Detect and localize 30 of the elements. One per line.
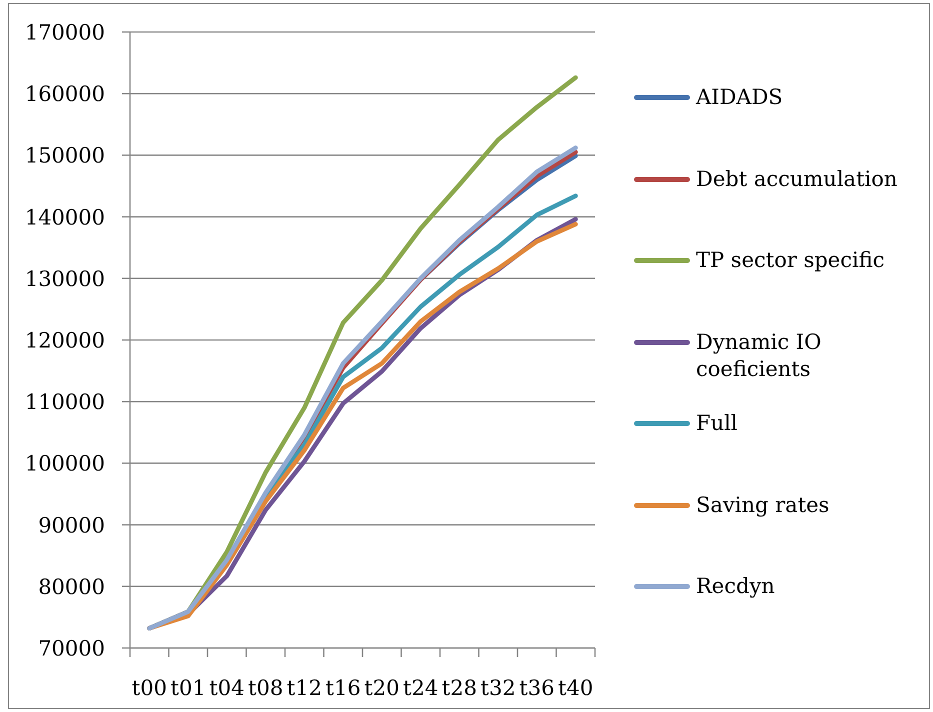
legend-label: Debt accumulation xyxy=(696,166,898,192)
legend-label: AIDADS xyxy=(696,84,784,111)
x-tick-label: t01 xyxy=(170,676,206,700)
x-tick-label: t04 xyxy=(209,676,244,700)
legend-label: Saving rates xyxy=(696,492,830,518)
y-tick-label: 150000 xyxy=(24,144,105,168)
x-tick-label: t20 xyxy=(364,676,400,700)
y-tick-label: 160000 xyxy=(24,82,105,106)
x-tick-label: t28 xyxy=(442,676,477,700)
legend-label: TP sector specific xyxy=(696,247,886,274)
y-tick-label: 140000 xyxy=(24,205,105,230)
y-tick-label: 90000 xyxy=(38,513,105,538)
x-tick-label: t24 xyxy=(403,676,438,700)
y-tick-label: 100000 xyxy=(24,452,105,476)
legend-label: Dynamic IO coeficients xyxy=(696,328,822,382)
y-tick-label: 120000 xyxy=(24,328,105,352)
y-tick-label: 70000 xyxy=(38,636,105,660)
legend-label: Full xyxy=(696,410,739,437)
x-tick-label: t16 xyxy=(326,676,361,700)
y-tick-label: 170000 xyxy=(24,20,105,44)
y-tick-label: 130000 xyxy=(24,266,105,291)
x-tick-label: t12 xyxy=(286,676,322,700)
x-tick-label: t00 xyxy=(132,676,167,700)
y-tick-label: 80000 xyxy=(38,574,105,599)
x-tick-label: t08 xyxy=(248,676,284,700)
legend-label: Recdyn xyxy=(696,573,776,600)
y-tick-label: 110000 xyxy=(24,390,105,414)
x-tick-label: t32 xyxy=(480,676,516,700)
x-tick-label: t36 xyxy=(519,676,554,700)
x-tick-label: t40 xyxy=(558,676,594,700)
